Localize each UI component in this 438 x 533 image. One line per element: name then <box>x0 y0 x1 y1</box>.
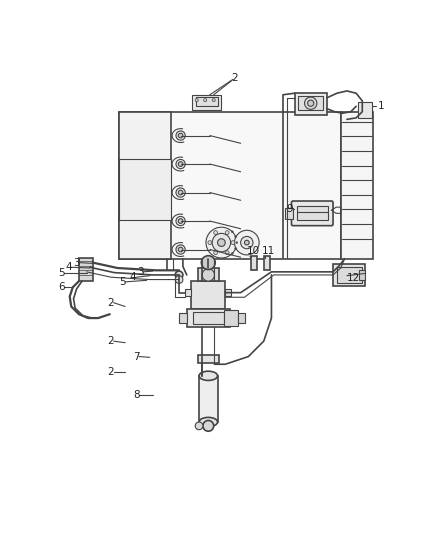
Circle shape <box>236 241 238 244</box>
Circle shape <box>206 227 237 258</box>
Text: 3: 3 <box>137 267 143 277</box>
Circle shape <box>202 269 215 281</box>
Bar <box>341 112 373 259</box>
Bar <box>297 206 328 220</box>
Circle shape <box>244 240 249 245</box>
Circle shape <box>175 276 183 284</box>
Text: 1: 1 <box>378 101 384 111</box>
Circle shape <box>231 231 233 232</box>
Bar <box>119 112 341 259</box>
Bar <box>237 313 245 322</box>
Ellipse shape <box>199 417 218 426</box>
Bar <box>337 267 361 282</box>
Bar <box>79 258 93 281</box>
Circle shape <box>234 230 259 255</box>
Bar <box>225 289 231 296</box>
Circle shape <box>212 233 231 252</box>
Circle shape <box>176 245 185 254</box>
Text: 4: 4 <box>65 262 72 272</box>
Text: 2: 2 <box>107 367 114 377</box>
Circle shape <box>195 99 198 102</box>
Circle shape <box>225 231 229 235</box>
Bar <box>191 281 225 309</box>
Circle shape <box>214 251 218 255</box>
Text: 12: 12 <box>347 273 360 283</box>
Circle shape <box>204 99 207 102</box>
Bar <box>196 97 218 106</box>
Text: 2: 2 <box>231 73 238 83</box>
Circle shape <box>201 256 215 270</box>
Circle shape <box>304 97 317 109</box>
Circle shape <box>240 237 253 249</box>
Text: 7: 7 <box>133 352 139 361</box>
FancyBboxPatch shape <box>291 201 333 225</box>
Circle shape <box>307 100 314 106</box>
Bar <box>198 355 219 363</box>
Circle shape <box>178 247 183 252</box>
Circle shape <box>231 253 233 254</box>
Circle shape <box>176 216 185 225</box>
Text: 9: 9 <box>286 204 293 214</box>
Circle shape <box>235 247 237 249</box>
Bar <box>294 93 327 115</box>
Circle shape <box>208 241 212 245</box>
Text: 2: 2 <box>107 336 114 346</box>
Bar <box>251 256 257 270</box>
Bar <box>179 313 187 322</box>
Bar <box>119 159 171 220</box>
Bar <box>298 96 323 110</box>
Bar <box>333 264 365 286</box>
Bar <box>185 289 191 296</box>
Circle shape <box>178 133 183 138</box>
Circle shape <box>175 271 183 279</box>
Circle shape <box>214 231 218 235</box>
Circle shape <box>178 219 183 223</box>
Circle shape <box>231 241 235 245</box>
Text: 8: 8 <box>133 390 139 400</box>
Bar <box>224 310 237 326</box>
Circle shape <box>178 190 183 195</box>
Bar <box>264 256 270 270</box>
Bar <box>119 112 171 259</box>
Bar <box>359 270 365 280</box>
Bar <box>285 208 293 219</box>
Text: 5: 5 <box>119 277 126 287</box>
Circle shape <box>195 422 203 430</box>
Bar <box>187 309 230 327</box>
Bar <box>198 268 219 281</box>
Bar <box>199 376 218 422</box>
Circle shape <box>212 99 215 102</box>
Bar <box>193 312 224 324</box>
Circle shape <box>176 188 185 197</box>
Circle shape <box>225 251 229 255</box>
Circle shape <box>176 131 185 140</box>
Text: 11: 11 <box>262 246 276 256</box>
Circle shape <box>203 421 214 431</box>
Text: 4: 4 <box>130 272 136 282</box>
Circle shape <box>178 161 183 166</box>
Bar <box>358 102 372 118</box>
Text: 2: 2 <box>107 297 114 308</box>
Text: 5: 5 <box>58 268 65 278</box>
Bar <box>192 95 221 110</box>
Circle shape <box>235 236 237 238</box>
Text: 10: 10 <box>247 246 260 256</box>
Text: 3: 3 <box>73 257 79 268</box>
Text: 6: 6 <box>58 282 65 292</box>
Ellipse shape <box>199 371 218 381</box>
Circle shape <box>176 159 185 168</box>
Circle shape <box>218 239 225 246</box>
